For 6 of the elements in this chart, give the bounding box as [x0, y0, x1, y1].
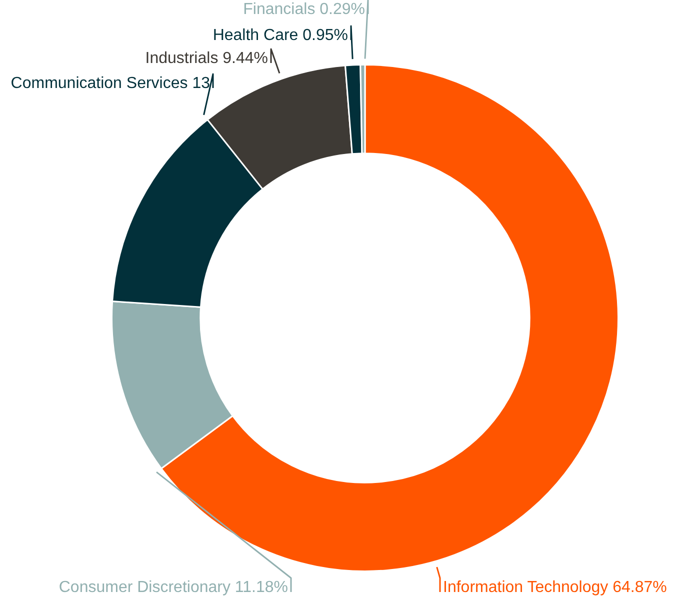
slice-label: Consumer Discretionary 11.18%	[58, 579, 288, 596]
slice-label: Communication Services 13	[10, 75, 210, 92]
slice-label: Financials 0.29%	[243, 1, 365, 18]
slice-label: Health Care 0.95%	[212, 27, 348, 44]
slice-label: Information Technology 64.87%	[443, 579, 667, 596]
slice-label: Industrials 9.44%	[145, 50, 268, 67]
